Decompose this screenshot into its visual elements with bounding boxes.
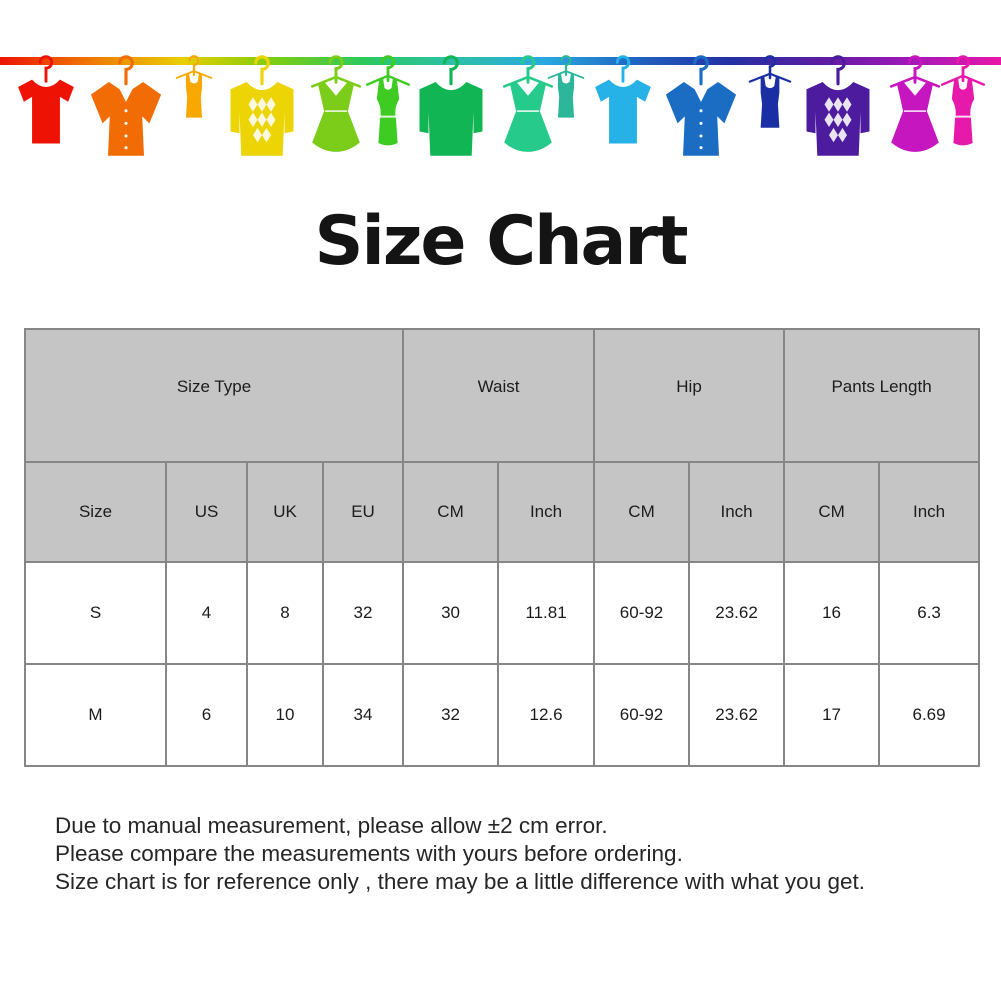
col-header-us: US — [165, 461, 248, 563]
col-header-uk: UK — [246, 461, 324, 563]
green-tank-dress-icon — [365, 55, 411, 147]
clothing-banner — [0, 55, 1001, 158]
cell-m-hip-inch: 23.62 — [688, 663, 786, 767]
group-header-pants-length: Pants Length — [783, 328, 981, 463]
col-header-size: Size — [24, 461, 167, 563]
col-header-eu: EU — [321, 461, 405, 563]
cyan-tshirt-icon — [593, 55, 653, 145]
cell-s-waist-inch: 11.81 — [497, 561, 596, 665]
group-header-size-type: Size Type — [23, 328, 405, 463]
cell-s-uk: 8 — [246, 561, 324, 665]
blue-button-shirt-icon — [664, 55, 738, 158]
note-compare-measurements: Please compare the measurements with you… — [55, 841, 683, 866]
group-header-hip: Hip — [593, 328, 786, 463]
table-row-m: M 6 10 34 32 12.6 60-92 23.62 17 6.69 — [24, 663, 981, 767]
cell-m-waist-inch: 12.6 — [497, 663, 596, 767]
cell-s-waist-cm: 30 — [402, 561, 500, 665]
teal-tank-top-icon — [547, 55, 585, 119]
green-sweater-icon — [417, 55, 485, 158]
cell-s-hip-inch: 23.62 — [688, 561, 786, 665]
cell-s-eu: 32 — [321, 561, 405, 665]
purple-argyle-sweater-icon — [804, 55, 872, 158]
cell-m-eu: 34 — [321, 663, 405, 767]
col-header-waist-inch: Inch — [497, 461, 596, 563]
cell-m-size: M — [24, 663, 167, 767]
yellow-green-flared-dress-icon — [310, 55, 362, 154]
cell-m-us: 6 — [165, 663, 248, 767]
cell-m-hip-cm: 60-92 — [593, 663, 691, 767]
column-header-row: Size US UK EU CM Inch CM Inch CM Inch — [24, 461, 981, 563]
col-header-pants-cm: CM — [783, 461, 881, 563]
page-title: Size Chart — [314, 202, 689, 281]
cell-m-pants-cm: 17 — [783, 663, 881, 767]
spring-green-flared-dress-icon — [502, 55, 554, 154]
group-header-row: Size Type Waist Hip Pants Length — [23, 328, 981, 463]
yellow-argyle-sweater-icon — [228, 55, 296, 158]
group-header-waist: Waist — [402, 328, 596, 463]
navy-tank-top-icon — [748, 55, 792, 129]
red-tshirt-icon — [16, 55, 76, 145]
notes-block: Due to manual measurement, please allow … — [55, 812, 981, 896]
rainbow-rod — [0, 57, 1001, 65]
note-measurement-error: Due to manual measurement, please allow … — [55, 813, 608, 838]
cell-s-size: S — [24, 561, 167, 665]
size-table: Size Type Waist Hip Pants Length Size US… — [23, 328, 981, 767]
cell-s-us: 4 — [165, 561, 248, 665]
cell-s-pants-cm: 16 — [783, 561, 881, 665]
pink-tank-dress-icon — [940, 55, 986, 147]
cell-m-pants-inch: 6.69 — [878, 663, 981, 767]
col-header-waist-cm: CM — [402, 461, 500, 563]
orange-button-shirt-icon — [89, 55, 163, 158]
cell-s-pants-inch: 6.3 — [878, 561, 981, 665]
amber-tank-top-icon — [175, 55, 213, 119]
cell-m-waist-cm: 32 — [402, 663, 500, 767]
note-reference-only: Size chart is for reference only , there… — [55, 869, 865, 894]
col-header-hip-cm: CM — [593, 461, 691, 563]
table-row-s: S 4 8 32 30 11.81 60-92 23.62 16 6.3 — [24, 561, 981, 665]
col-header-hip-inch: Inch — [688, 461, 786, 563]
magenta-flared-dress-icon — [889, 55, 941, 154]
col-header-pants-inch: Inch — [878, 461, 981, 563]
cell-m-uk: 10 — [246, 663, 324, 767]
cell-s-hip-cm: 60-92 — [593, 561, 691, 665]
